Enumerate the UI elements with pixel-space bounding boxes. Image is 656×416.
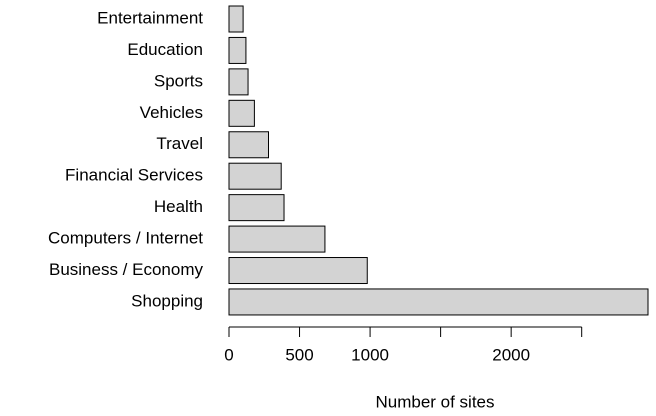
bar — [228, 5, 244, 33]
bar — [228, 288, 649, 316]
y-tick-label: Financial Services — [65, 166, 203, 185]
bar — [228, 225, 326, 253]
bar — [228, 36, 247, 64]
bar — [228, 257, 368, 285]
y-tick-label: Shopping — [131, 291, 203, 310]
bar — [228, 99, 255, 127]
y-tick-label: Travel — [156, 134, 203, 153]
bar — [228, 131, 270, 159]
y-tick-label: Entertainment — [97, 8, 203, 27]
x-tick-label: 500 — [285, 345, 313, 364]
x-axis-label: Number of sites — [375, 392, 494, 411]
x-tick-label: 2000 — [492, 345, 530, 364]
bar — [228, 194, 285, 222]
y-tick-label: Sports — [154, 71, 203, 90]
y-tick-label: Health — [154, 197, 203, 216]
y-tick-label: Education — [127, 40, 203, 59]
bar — [228, 68, 249, 96]
bar — [228, 162, 282, 190]
y-tick-label: Vehicles — [140, 103, 203, 122]
x-tick-label: 1000 — [351, 345, 389, 364]
x-tick-label: 0 — [224, 345, 233, 364]
y-tick-label: Business / Economy — [49, 260, 204, 279]
y-tick-label: Computers / Internet — [48, 229, 203, 248]
